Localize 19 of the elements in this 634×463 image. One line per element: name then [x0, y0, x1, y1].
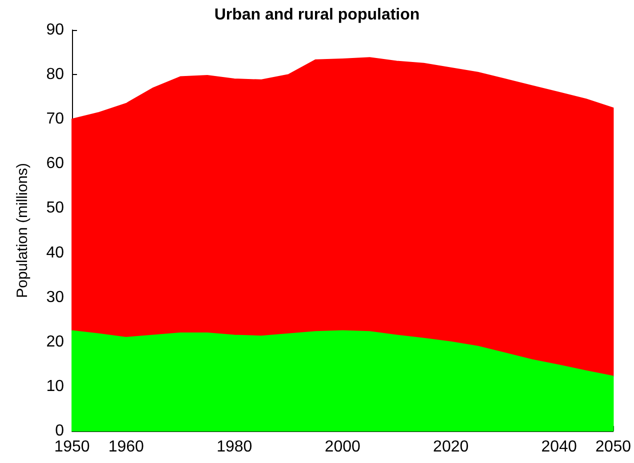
y-tick-label: 20 — [46, 333, 64, 350]
x-tick-label: 1960 — [108, 438, 144, 456]
y-tick-label: 60 — [46, 155, 64, 172]
x-tick-label: 2050 — [595, 438, 632, 456]
y-tick-label: 0 — [55, 422, 64, 440]
x-tick-label: 2000 — [324, 438, 360, 456]
y-tick-label: 70 — [46, 110, 64, 128]
chart-title: Urban and rural population — [214, 6, 420, 24]
x-tick-label: 2020 — [433, 438, 469, 456]
y-tick-label: 40 — [46, 244, 64, 262]
y-tick-label: 10 — [46, 378, 64, 395]
y-tick-label: 80 — [46, 66, 64, 84]
y-tick-label: 50 — [46, 200, 64, 217]
x-tick-label: 1980 — [216, 438, 252, 456]
x-tick-label: 1950 — [54, 438, 90, 456]
y-tick-label: 30 — [46, 288, 64, 306]
x-tick-label: 2040 — [541, 438, 577, 456]
y-tick-label: 90 — [46, 22, 64, 38]
y-axis-title: Population (millions) — [14, 162, 31, 298]
